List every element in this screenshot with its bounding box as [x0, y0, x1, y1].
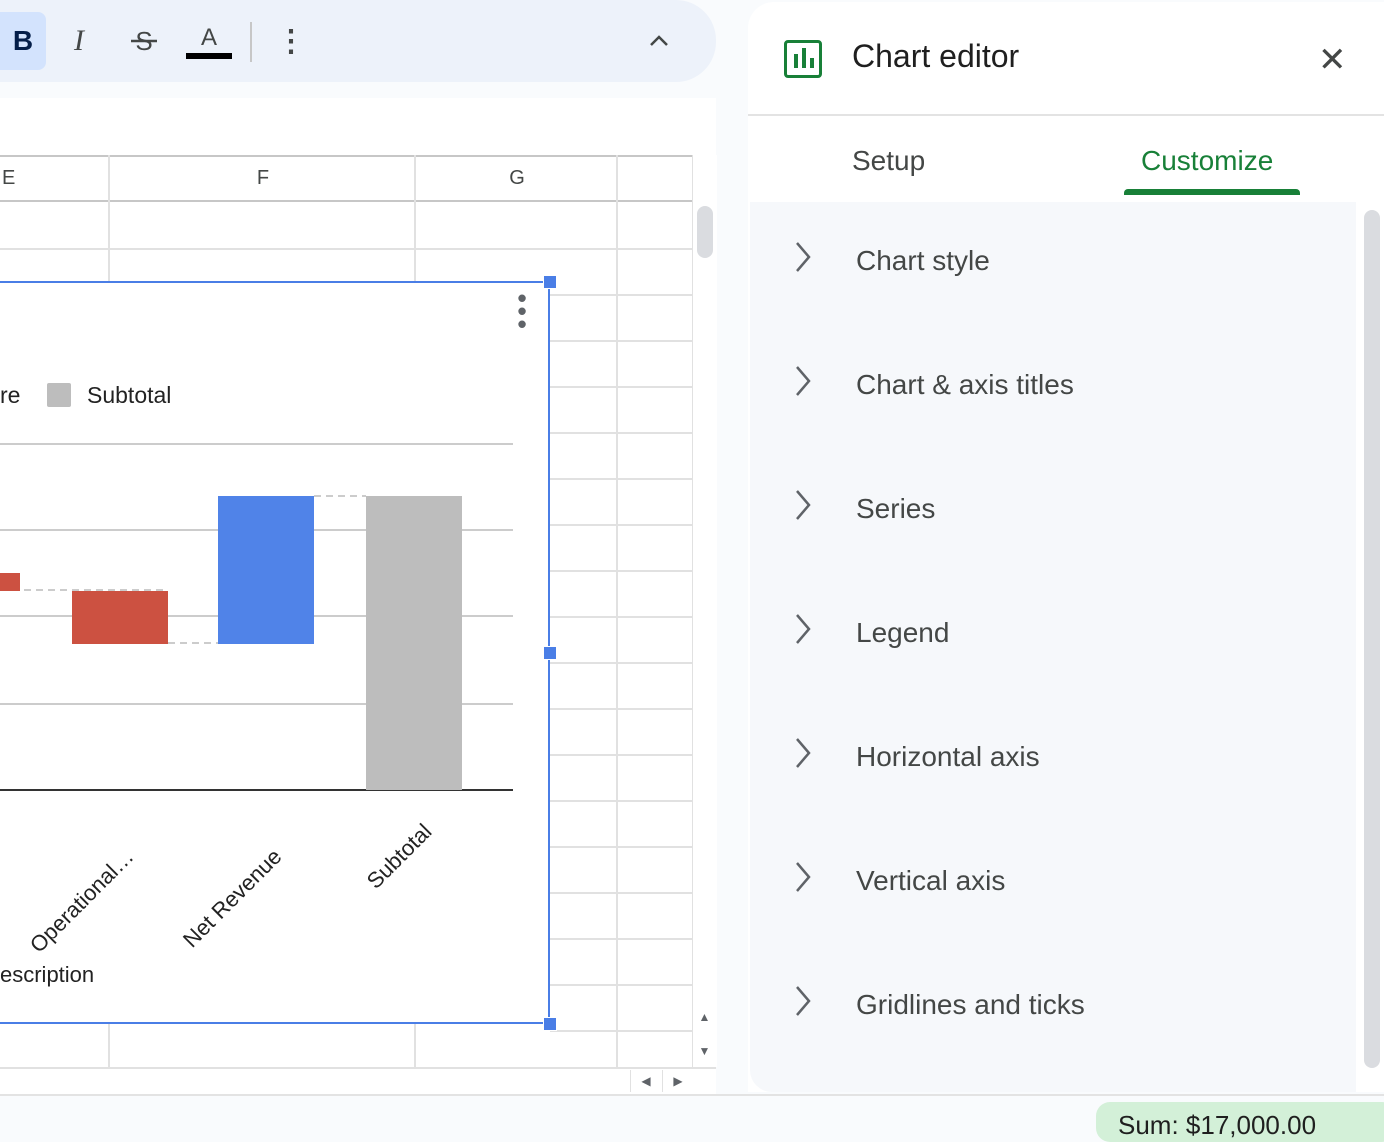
grid-line	[550, 984, 692, 986]
bar-decrease-partial	[0, 573, 20, 591]
tab-setup[interactable]: Setup	[852, 145, 926, 176]
grid-line	[550, 938, 692, 940]
column-header-g[interactable]: G	[416, 155, 618, 202]
grid-line	[550, 754, 692, 756]
waterfall-chart-plot	[0, 443, 513, 791]
section-chart-axis-titles[interactable]: Chart & axis titles	[750, 345, 1356, 425]
close-icon[interactable]: ✕	[1318, 41, 1347, 79]
bar-operational	[72, 591, 168, 644]
grid-line	[550, 294, 692, 296]
section-label: Series	[856, 493, 936, 524]
resize-handle-top-right[interactable]	[543, 275, 557, 289]
chevron-right-icon	[750, 736, 856, 778]
scroll-up-arrow-icon[interactable]: ▲	[698, 1010, 711, 1024]
editor-scrollbar[interactable]	[1364, 210, 1380, 1068]
column-header-e[interactable]: E	[0, 155, 110, 202]
italic-button[interactable]: I	[74, 24, 84, 57]
grid-line	[550, 1030, 692, 1032]
grid-line	[550, 478, 692, 480]
grid-line	[616, 155, 618, 1067]
chevron-right-icon	[750, 860, 856, 902]
formatting-toolbar: B I S A ⋮	[0, 0, 716, 82]
resize-handle-bottom-right[interactable]	[543, 1017, 557, 1031]
chevron-right-icon	[750, 240, 856, 282]
section-legend[interactable]: Legend	[750, 593, 1356, 673]
horizontal-scrollbar[interactable]	[0, 1067, 716, 1095]
section-gridlines-ticks[interactable]: Gridlines and ticks	[750, 965, 1356, 1045]
grid-line	[550, 570, 692, 572]
bold-button[interactable]: B	[0, 12, 46, 70]
legend-item-partial: re	[0, 382, 21, 408]
scroll-right-arrow-icon[interactable]: ▶	[662, 1070, 693, 1092]
legend-subtotal-swatch	[47, 383, 71, 407]
strikethrough-button[interactable]: S	[115, 12, 173, 70]
column-header-blank[interactable]	[618, 155, 692, 202]
collapse-toolbar-button[interactable]	[630, 12, 688, 70]
chevron-right-icon	[750, 984, 856, 1026]
grid-line	[550, 708, 692, 710]
scroll-down-arrow-icon[interactable]: ▼	[698, 1044, 711, 1058]
section-chart-style[interactable]: Chart style	[750, 221, 1356, 301]
legend-subtotal-label: Subtotal	[87, 382, 172, 408]
bar-net-revenue	[218, 496, 314, 644]
active-tab-indicator	[1124, 189, 1300, 195]
grid-line	[550, 800, 692, 802]
grid-line	[550, 846, 692, 848]
section-series[interactable]: Series	[750, 469, 1356, 549]
chart-icon	[784, 40, 822, 78]
chevron-right-icon	[750, 364, 856, 406]
section-vertical-axis[interactable]: Vertical axis	[750, 841, 1356, 921]
chevron-right-icon	[750, 612, 856, 654]
text-color-swatch	[186, 52, 232, 59]
tab-customize[interactable]: Customize	[1141, 145, 1274, 176]
customize-sections	[750, 202, 1356, 1092]
strikethrough-icon: S	[131, 26, 157, 56]
chart-editor-title: Chart editor	[852, 38, 1020, 74]
editor-header-divider	[748, 114, 1384, 116]
scroll-left-arrow-icon[interactable]: ◀	[630, 1070, 661, 1092]
text-color-icon: A	[200, 23, 217, 51]
section-label: Gridlines and ticks	[856, 989, 1085, 1020]
section-label: Chart & axis titles	[856, 369, 1074, 400]
column-header-f[interactable]: F	[110, 155, 416, 202]
section-label: Chart style	[856, 245, 990, 276]
grid-line	[550, 340, 692, 342]
vertical-scrollbar[interactable]	[692, 155, 717, 1067]
grid-line	[550, 524, 692, 526]
grid-line	[550, 616, 692, 618]
toolbar-divider	[250, 22, 252, 62]
section-horizontal-axis[interactable]: Horizontal axis	[750, 717, 1356, 797]
chart-menu-button[interactable]: • • •	[517, 283, 527, 339]
sheet-top-area	[0, 98, 716, 155]
sum-summary-chip[interactable]: Sum: $17,000.00	[1096, 1102, 1384, 1142]
resize-handle-right[interactable]	[543, 646, 557, 660]
grid-line	[550, 662, 692, 664]
grid-line	[550, 386, 692, 388]
vertical-scroll-thumb[interactable]	[697, 206, 713, 258]
chevron-up-icon	[650, 35, 668, 46]
x-axis-title: escription	[0, 962, 95, 987]
bar-subtotal	[366, 496, 462, 790]
text-color-button[interactable]: A	[180, 12, 238, 70]
more-options-button[interactable]: ⋮	[276, 24, 306, 58]
section-label: Legend	[856, 617, 950, 648]
grid-line	[0, 248, 692, 250]
grid-line	[550, 892, 692, 894]
chevron-right-icon	[750, 488, 856, 530]
grid-line	[550, 432, 692, 434]
section-label: Vertical axis	[856, 865, 1006, 896]
section-label: Horizontal axis	[856, 741, 1040, 772]
